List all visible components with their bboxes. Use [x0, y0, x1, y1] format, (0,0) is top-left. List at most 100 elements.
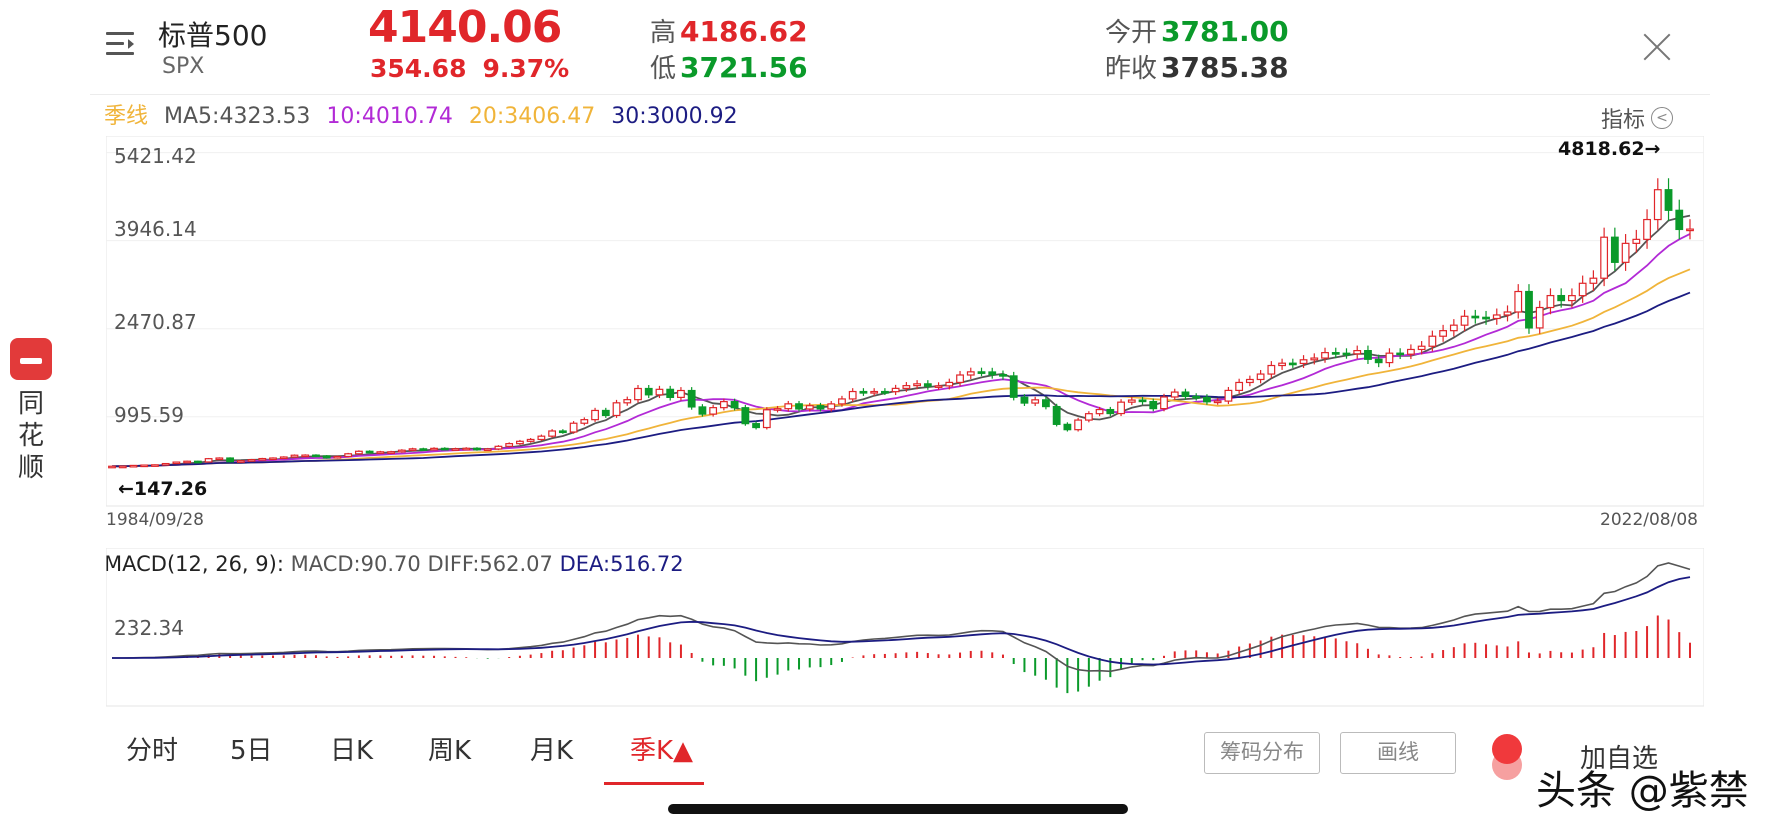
candle [848, 390, 857, 400]
candle [1406, 348, 1415, 355]
prev-close-value: 3785.38 [1161, 51, 1289, 84]
candle [365, 450, 374, 454]
candle [1374, 358, 1383, 364]
candle [1074, 419, 1083, 431]
candle [1042, 399, 1050, 408]
chips-distribution-button[interactable]: 筹码分布 [1204, 732, 1320, 774]
candle [784, 403, 793, 410]
candle [1331, 352, 1340, 355]
candle [505, 443, 514, 447]
candle [473, 447, 481, 451]
ma10-value: 10:4010.74 [326, 104, 453, 129]
open-label: 今开 [1105, 18, 1158, 48]
ma5-value: MA5:4323.53 [164, 104, 311, 129]
tab-intraday[interactable]: 分时 [126, 736, 179, 766]
tab-quarterly[interactable]: 季K▲ [630, 736, 694, 766]
candle [977, 371, 986, 374]
menu-icon[interactable] [106, 30, 142, 58]
candle [1235, 381, 1244, 392]
candle [322, 455, 331, 459]
add-watch-icon[interactable] [1492, 734, 1522, 764]
candle [1138, 399, 1147, 403]
candle [1213, 400, 1222, 404]
candle [1170, 391, 1179, 398]
candle [1181, 391, 1190, 398]
candle [1278, 362, 1286, 367]
candle [709, 407, 718, 415]
indicator-button[interactable]: 指标 < [1601, 102, 1674, 134]
low-label: 低 [650, 54, 677, 84]
candle [666, 388, 675, 398]
ma5-line [111, 214, 1691, 468]
candle [1353, 350, 1362, 355]
candle [816, 405, 825, 410]
candle [1439, 330, 1448, 337]
high-label: 高 [650, 18, 677, 48]
low-value: 3721.56 [680, 51, 808, 84]
candle [891, 387, 900, 393]
candle [687, 389, 696, 408]
candle [1192, 395, 1201, 399]
candle [1256, 373, 1265, 381]
tab-5day[interactable]: 5日 [230, 736, 273, 766]
candle [934, 385, 943, 388]
candle [945, 381, 954, 387]
candle [741, 407, 750, 425]
candle [1160, 396, 1168, 410]
ma30-line [111, 291, 1691, 468]
candle [913, 383, 922, 387]
close-icon[interactable] [1642, 32, 1672, 62]
ma20-line [111, 268, 1691, 468]
candle [1106, 408, 1115, 415]
candle [612, 402, 621, 417]
candle [1288, 362, 1297, 366]
y-tick-label: 5421.42 [114, 144, 197, 168]
dea-value: DEA:516.72 [559, 552, 684, 576]
candle [558, 430, 567, 434]
candle [827, 403, 836, 410]
candle [580, 419, 589, 424]
tab-monthly[interactable]: 月K [530, 736, 574, 766]
candle [1482, 316, 1490, 320]
candle [773, 408, 782, 411]
prev-close-label: 昨收 [1105, 54, 1158, 84]
period-label: 季线 [104, 104, 149, 129]
candle [569, 422, 578, 433]
stock-name: 标普500 [158, 19, 268, 52]
macd-chart[interactable] [106, 548, 1704, 708]
divider [90, 94, 1710, 95]
draw-line-button[interactable]: 画线 [1340, 732, 1456, 774]
candle [226, 457, 234, 463]
candle [677, 389, 685, 398]
candle [269, 457, 277, 461]
candle [1589, 277, 1598, 284]
macd-y-tick: 232.34 [114, 616, 184, 640]
candle [1203, 396, 1211, 403]
candle [1063, 423, 1072, 431]
min-marker: ←147.26 [118, 478, 208, 500]
candle [1535, 306, 1544, 329]
candle [1224, 389, 1233, 402]
tab-weekly[interactable]: 周K [428, 736, 472, 766]
change-value: 354.68 [370, 54, 467, 83]
candle [1396, 352, 1405, 356]
candle [1149, 400, 1158, 410]
candle [312, 454, 320, 458]
candle [451, 448, 460, 451]
candle [795, 403, 803, 410]
macd-name: MACD(12, 26, 9): [104, 552, 284, 576]
candlestick-chart[interactable] [106, 136, 1704, 534]
candle [129, 464, 138, 468]
low-quote: 低 3721.56 [650, 48, 808, 85]
candle [376, 451, 385, 454]
ma30-value: 30:3000.92 [611, 104, 738, 129]
add-watch-button[interactable]: 加自选 [1580, 744, 1659, 774]
candle [1321, 352, 1329, 359]
candle [440, 447, 449, 451]
candle [419, 448, 428, 451]
side-app-shortcut[interactable]: 同 花 顺 [8, 338, 54, 484]
candle [1600, 236, 1609, 279]
tab-daily[interactable]: 日K [330, 736, 374, 766]
candle [870, 390, 879, 394]
candle [601, 409, 610, 417]
